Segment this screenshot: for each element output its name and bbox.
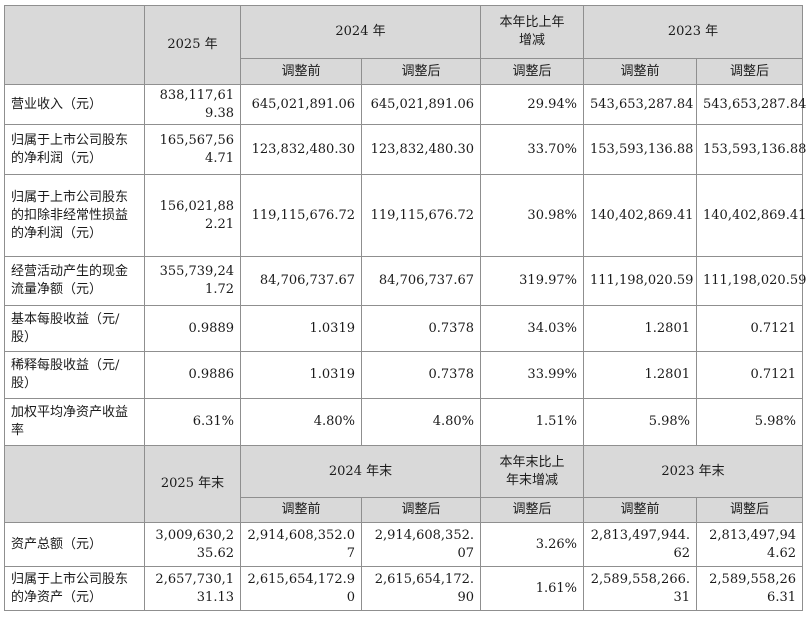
header-row-1a: 2025 年 2024 年 本年比上年增减 2023 年 [4, 5, 803, 85]
cell-prev2-before: 543,653,287.84 [583, 84, 697, 125]
header2-change: 本年末比上年末增减 [480, 445, 584, 498]
cell-prev2-before: 111,198,020.59 [583, 256, 697, 306]
cell-current: 0.9889 [144, 305, 241, 352]
cell-prev2-after: 0.7121 [696, 305, 803, 352]
cell-prev2-after: 5.98% [696, 398, 803, 446]
cell-prev2-before: 5.98% [583, 398, 697, 446]
header2-prev2-after: 调整后 [696, 497, 803, 523]
cell-change: 319.97% [480, 256, 584, 306]
cell-prev-after: 2,914,608,352.07 [361, 522, 481, 567]
row-label: 稀释每股收益（元/股） [4, 351, 145, 399]
header-prev2-before: 调整前 [583, 58, 697, 85]
header-change-after: 调整后 [480, 58, 584, 85]
cell-prev-before: 123,832,480.30 [240, 124, 362, 175]
cell-prev-before: 1.0319 [240, 305, 362, 352]
cell-prev2-after: 543,653,287.84 [696, 84, 806, 125]
header-row-1b: 调整前 调整后 调整后 调整前 调整后 [5, 58, 803, 85]
header2-prev-year-end-group: 2024 年末 [240, 445, 481, 498]
cell-prev2-before: 2,813,497,944.62 [583, 522, 697, 567]
cell-prev-before: 1.0319 [240, 351, 362, 399]
header-row-2b: 调整前 调整后 调整后 调整前 调整后 [5, 497, 803, 523]
table-row: 营业收入（元） 838,117,619.38 645,021,891.06 64… [4, 84, 806, 125]
table-row: 经营活动产生的现金流量净额（元） 355,739,241.72 84,706,7… [4, 256, 806, 306]
cell-change: 1.51% [480, 398, 584, 446]
cell-prev-after: 119,115,676.72 [361, 174, 481, 257]
header2-prev2-year-end-group: 2023 年末 [583, 445, 803, 498]
cell-change: 1.61% [480, 566, 584, 611]
header-prev-year-group: 2024 年 [240, 5, 481, 59]
header2-prev-before: 调整前 [240, 497, 362, 523]
cell-prev-before: 119,115,676.72 [240, 174, 362, 257]
row-label: 归属于上市公司股东的扣除非经常性损益的净利润（元） [4, 174, 145, 257]
cell-change: 30.98% [480, 174, 584, 257]
cell-current: 838,117,619.38 [144, 84, 241, 125]
cell-prev-after: 4.80% [361, 398, 481, 446]
table-row: 归属于上市公司股东的净资产（元） 2,657,730,131.13 2,615,… [4, 566, 803, 611]
cell-prev2-after: 2,589,558,266.31 [696, 566, 803, 611]
row-label: 营业收入（元） [4, 84, 145, 125]
header2-blank-cell [4, 445, 145, 523]
row-label: 归属于上市公司股东的净利润（元） [4, 124, 145, 175]
table-row: 归属于上市公司股东的扣除非经常性损益的净利润（元） 156,021,882.21… [4, 174, 806, 257]
table-row: 资产总额（元） 3,009,630,235.62 2,914,608,352.0… [4, 522, 803, 567]
cell-change: 34.03% [480, 305, 584, 352]
cell-prev2-before: 2,589,558,266.31 [583, 566, 697, 611]
cell-prev2-after: 111,198,020.59 [696, 256, 806, 306]
cell-prev2-after: 0.7121 [696, 351, 803, 399]
header2-prev-after: 调整后 [361, 497, 481, 523]
cell-prev2-after: 153,593,136.88 [696, 124, 806, 175]
cell-prev-after: 0.7378 [361, 305, 481, 352]
cell-prev2-after: 140,402,869.41 [696, 174, 806, 257]
cell-prev-before: 4.80% [240, 398, 362, 446]
cell-change: 33.99% [480, 351, 584, 399]
cell-prev2-before: 153,593,136.88 [583, 124, 697, 175]
header-prev2-after: 调整后 [696, 58, 803, 85]
cell-prev-before: 2,615,654,172.90 [240, 566, 362, 611]
cell-current: 156,021,882.21 [144, 174, 241, 257]
header2-change-after: 调整后 [480, 497, 584, 523]
cell-current: 165,567,564.71 [144, 124, 241, 175]
table-row: 归属于上市公司股东的净利润（元） 165,567,564.71 123,832,… [4, 124, 806, 175]
cell-current: 3,009,630,235.62 [144, 522, 241, 567]
cell-prev2-after: 2,813,497,944.62 [696, 522, 803, 567]
table-row: 基本每股收益（元/股） 0.9889 1.0319 0.7378 34.03% … [4, 305, 803, 352]
table-row: 加权平均净资产收益率 6.31% 4.80% 4.80% 1.51% 5.98%… [4, 398, 803, 446]
header-prev2-year-group: 2023 年 [583, 5, 803, 59]
cell-change: 3.26% [480, 522, 584, 567]
cell-current: 0.9886 [144, 351, 241, 399]
cell-current: 2,657,730,131.13 [144, 566, 241, 611]
table-row: 稀释每股收益（元/股） 0.9886 1.0319 0.7378 33.99% … [4, 351, 803, 399]
header-current-year: 2025 年 [144, 5, 241, 85]
header-prev-before: 调整前 [240, 58, 362, 85]
cell-change: 29.94% [480, 84, 584, 125]
cell-prev2-before: 1.2801 [583, 305, 697, 352]
cell-prev-after: 2,615,654,172.90 [361, 566, 481, 611]
row-label: 归属于上市公司股东的净资产（元） [4, 566, 145, 611]
cell-change: 33.70% [480, 124, 584, 175]
header2-current-year-end: 2025 年末 [144, 445, 241, 523]
financial-indicators-table: 2025 年 2024 年 本年比上年增减 2023 年 调整前 调整后 调整后… [4, 5, 806, 611]
header-blank-cell [4, 5, 145, 85]
cell-prev-after: 645,021,891.06 [361, 84, 481, 125]
cell-prev2-before: 1.2801 [583, 351, 697, 399]
header-change: 本年比上年增减 [480, 5, 584, 59]
cell-current: 355,739,241.72 [144, 256, 241, 306]
cell-prev-before: 645,021,891.06 [240, 84, 362, 125]
row-label: 加权平均净资产收益率 [4, 398, 145, 446]
cell-prev-before: 2,914,608,352.07 [240, 522, 362, 567]
cell-prev-before: 84,706,737.67 [240, 256, 362, 306]
cell-prev-after: 84,706,737.67 [361, 256, 481, 306]
row-label: 资产总额（元） [4, 522, 145, 567]
row-label: 基本每股收益（元/股） [4, 305, 145, 352]
header-prev-after: 调整后 [361, 58, 481, 85]
cell-prev-after: 0.7378 [361, 351, 481, 399]
cell-prev2-before: 140,402,869.41 [583, 174, 697, 257]
header-row-2a: 2025 年末 2024 年末 本年末比上年末增减 2023 年末 [4, 445, 803, 523]
cell-prev-after: 123,832,480.30 [361, 124, 481, 175]
row-label: 经营活动产生的现金流量净额（元） [4, 256, 145, 306]
cell-current: 6.31% [144, 398, 241, 446]
header2-prev2-before: 调整前 [583, 497, 697, 523]
